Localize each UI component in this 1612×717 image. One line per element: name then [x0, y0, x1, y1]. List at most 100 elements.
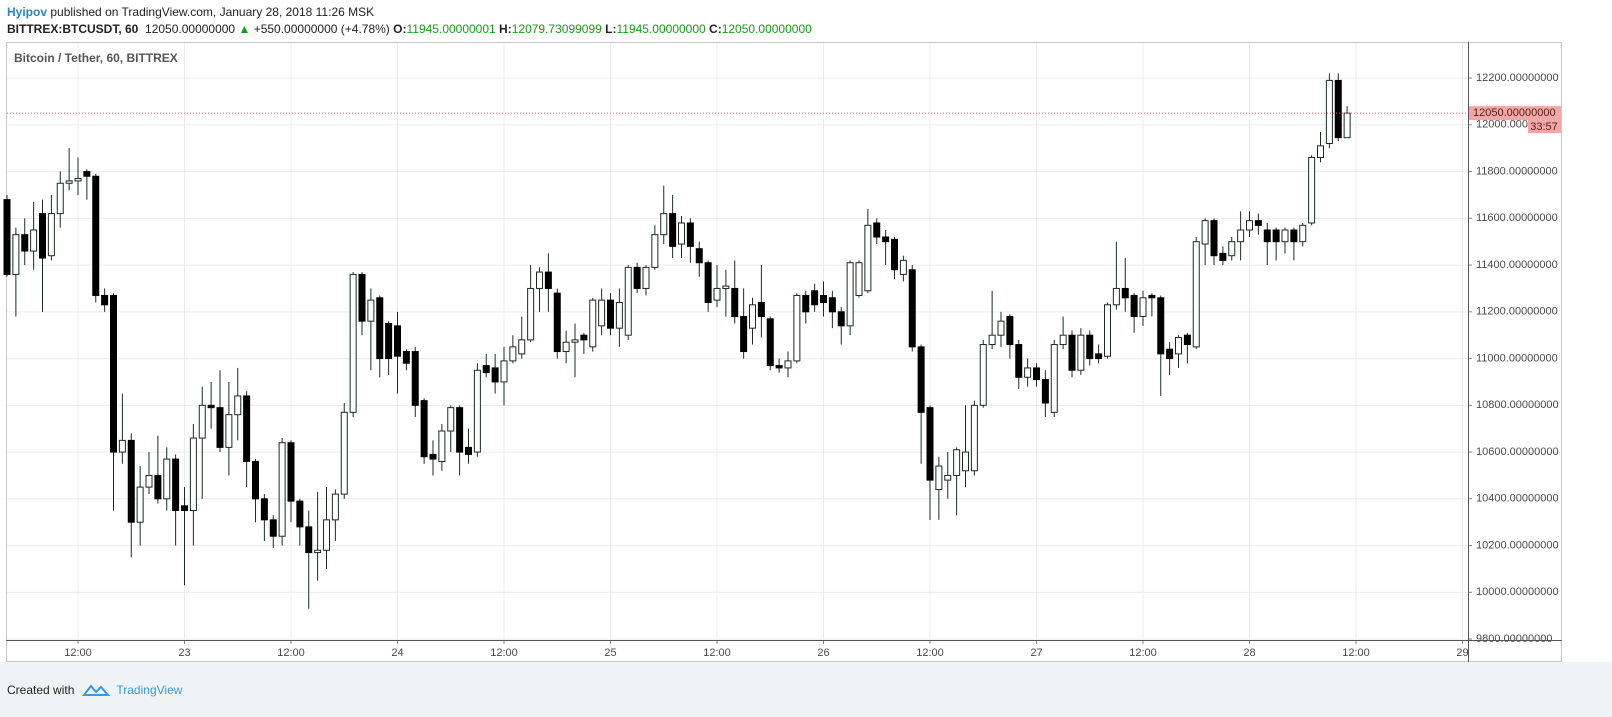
- ohlc-value: 12079.73099099: [511, 22, 602, 36]
- candle-body: [1121, 287, 1129, 299]
- candle-body: [1325, 79, 1333, 145]
- candle-body: [385, 323, 393, 360]
- logo[interactable]: [82, 682, 111, 698]
- candle-body: [678, 222, 685, 245]
- last-price-tag: [1469, 106, 1561, 121]
- candle-body: [358, 273, 366, 322]
- ohlc-label: O:: [393, 22, 407, 36]
- x-tick-label: 27: [1030, 647, 1042, 659]
- candle-body: [820, 294, 827, 303]
- candle-body: [837, 311, 845, 327]
- candle-body: [1281, 229, 1289, 243]
- candle-body: [917, 346, 925, 413]
- x-tick-label: 12:00: [277, 647, 305, 659]
- candle-body: [305, 526, 313, 554]
- candle-body: [1343, 112, 1351, 139]
- candle-body: [1317, 145, 1324, 159]
- candle-body: [181, 505, 188, 512]
- candle-body: [704, 262, 712, 303]
- candle-body: [83, 171, 91, 177]
- candle-body: [1201, 220, 1209, 245]
- x-tick-label: 12:00: [64, 647, 92, 659]
- candle-body: [110, 294, 117, 453]
- candle-body: [234, 395, 242, 416]
- x-tick-label: 26: [817, 647, 829, 659]
- candle-body: [1263, 229, 1271, 243]
- candle-body: [607, 299, 614, 329]
- candle-body: [855, 262, 863, 296]
- candle-body: [252, 460, 259, 500]
- candle-body: [536, 271, 543, 289]
- candle-body: [1166, 348, 1174, 360]
- candle-body: [1228, 241, 1236, 257]
- candle-body: [21, 234, 29, 252]
- x-tick-label: 12:00: [1129, 647, 1157, 659]
- candle-body: [145, 474, 153, 488]
- candle-body: [589, 299, 597, 348]
- y-tick-label: 10400.00000000: [1476, 493, 1559, 505]
- candle-body: [926, 407, 934, 481]
- candle-body: [802, 294, 810, 313]
- y-tick-label: 12200.00000000: [1476, 72, 1559, 84]
- candle-body: [3, 199, 11, 275]
- candle-body: [1272, 229, 1280, 243]
- x-tick-label: 24: [391, 647, 403, 659]
- candle-body: [500, 360, 508, 383]
- y-tick-label: 10000.00000000: [1476, 586, 1559, 598]
- candle-body: [189, 437, 197, 512]
- candle-body: [828, 297, 836, 313]
- x-tick-label: 28: [1243, 647, 1255, 659]
- candle-body: [340, 411, 348, 495]
- candle-body: [633, 266, 641, 289]
- candle-body: [411, 351, 419, 406]
- chart: Bitcoin / Tether, 60, BITTREX 9800.00000…: [3, 42, 1562, 662]
- candle-body: [882, 236, 890, 243]
- candle-body: [997, 320, 1005, 336]
- candle-body: [953, 449, 961, 476]
- candle-body: [1175, 337, 1182, 355]
- candle-body: [1246, 220, 1253, 231]
- candle-body: [944, 474, 952, 481]
- candle-body: [394, 325, 401, 357]
- countdown: 33:57: [1530, 121, 1558, 133]
- x-tick-label: 29: [1456, 647, 1468, 659]
- candle-body: [571, 339, 579, 343]
- price: 12050.00000000: [145, 22, 236, 36]
- x-tick-label: 12:00: [1342, 647, 1370, 659]
- candle-body: [429, 453, 437, 460]
- chart-frame: [6, 42, 1562, 662]
- candle-body: [544, 271, 552, 289]
- candle-body: [695, 248, 703, 264]
- candle-body: [527, 287, 535, 341]
- candle-body: [39, 213, 46, 259]
- candle-body: [518, 339, 526, 355]
- ohlc-value: 11945.00000000: [616, 22, 706, 36]
- candle-body: [1192, 241, 1200, 348]
- candle-body: [722, 285, 730, 289]
- x-tick-label: 12:00: [916, 647, 944, 659]
- candle-body: [1050, 344, 1058, 413]
- candle-body: [260, 498, 268, 521]
- brand[interactable]: TradingView: [116, 682, 183, 697]
- candle-body: [846, 262, 854, 327]
- candle-body: [465, 446, 472, 455]
- x-tick-label: 25: [604, 647, 616, 659]
- candle-body: [163, 458, 171, 500]
- y-tick-label: 10600.00000000: [1476, 446, 1559, 458]
- candle-body: [1157, 297, 1165, 355]
- candle-body: [1095, 353, 1103, 360]
- candle-body: [899, 259, 907, 275]
- candle-body: [1059, 334, 1067, 346]
- candle-body: [1219, 252, 1227, 261]
- y-tick-label: 11200.00000000: [1476, 306, 1558, 318]
- author[interactable]: Hyipov: [7, 5, 48, 19]
- x-tick-label: 23: [178, 647, 190, 659]
- candle-body: [1068, 334, 1076, 371]
- x-tick-label: 12:00: [490, 647, 518, 659]
- header: Hyipov published on TradingView.com, Jan…: [0, 0, 1612, 42]
- candle-body: [864, 224, 872, 292]
- candle-body: [376, 297, 384, 360]
- candle-body: [935, 465, 943, 490]
- candle-body: [784, 360, 792, 369]
